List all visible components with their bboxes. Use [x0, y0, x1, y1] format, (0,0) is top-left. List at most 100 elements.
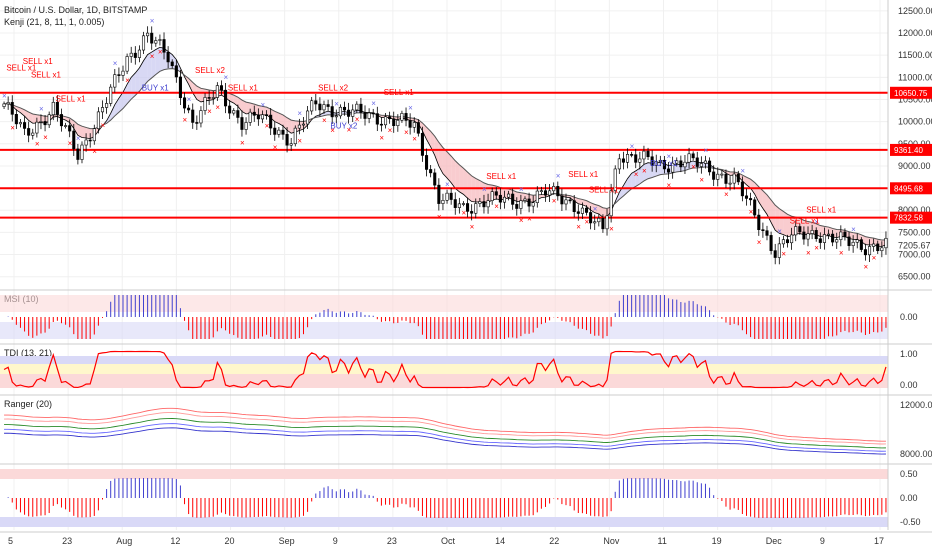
- candle-body: [191, 109, 195, 123]
- candle-body: [507, 193, 511, 198]
- price-tick: 7000.00: [898, 250, 931, 260]
- price-tick: 12000.00: [898, 28, 932, 38]
- sell-mark: ×: [437, 213, 442, 222]
- sell-mark: ×: [576, 223, 581, 232]
- candle-body: [228, 105, 232, 114]
- price-tag-label: 9361.40: [894, 146, 923, 155]
- cloud-segment: [475, 178, 480, 202]
- candle-body: [27, 128, 31, 136]
- time-tick: Sep: [279, 536, 295, 546]
- cloud-segment: [28, 112, 33, 124]
- candle-body: [43, 121, 47, 126]
- panel-tick: 1.00: [900, 349, 918, 359]
- signal-label: SELL x2: [318, 84, 348, 93]
- band-bottom: [0, 517, 888, 527]
- candle-body: [416, 122, 420, 134]
- panel-tick: 8000.00: [900, 449, 932, 459]
- buy-mark: ×: [224, 73, 229, 82]
- signal-marks: ××××××××××××××××× ×××××××××××××××× ×××××××…: [2, 16, 877, 271]
- candle-body: [133, 52, 137, 58]
- candle-body: [219, 85, 223, 91]
- cloud-segment: [151, 49, 156, 78]
- candle-body: [855, 239, 859, 243]
- price-panel[interactable]: ××××××××××××××××× ×××××××××××××××× ×××××××…: [0, 16, 888, 272]
- sell-mark: ×: [749, 208, 754, 217]
- cloud-segment: [110, 104, 115, 121]
- time-tick: 20: [225, 536, 235, 546]
- band-bottom: [0, 374, 888, 388]
- sell-mark: ×: [388, 126, 393, 135]
- candle-body: [100, 107, 105, 113]
- sell-mark: ×: [757, 238, 762, 247]
- time-tick: 14: [495, 536, 505, 546]
- candle-body: [564, 199, 568, 205]
- candle-body: [211, 97, 215, 99]
- candle-body: [224, 89, 228, 107]
- cloud-segment: [192, 82, 197, 100]
- candle-body: [863, 249, 867, 256]
- price-tick: 6500.00: [898, 272, 931, 282]
- candle-body: [560, 195, 564, 205]
- sell-mark: ×: [781, 250, 786, 259]
- buy-mark: ×: [519, 185, 524, 194]
- sell-mark: ×: [10, 123, 15, 132]
- sell-mark: ×: [330, 126, 335, 135]
- price-tag: [890, 143, 932, 156]
- candle-body: [671, 162, 675, 173]
- candle-body: [51, 101, 55, 116]
- cloud-segment: [274, 111, 279, 124]
- candle-body: [314, 100, 318, 105]
- candle-body: [548, 190, 552, 196]
- candle-body: [404, 113, 408, 121]
- candle-body: [626, 154, 630, 163]
- sell-mark: ×: [412, 135, 417, 144]
- sell-mark: ×: [404, 128, 409, 137]
- cloud-segment: [250, 103, 255, 114]
- cloud-segment: [135, 67, 140, 96]
- candle-body: [433, 172, 437, 186]
- cloud-segment: [73, 120, 78, 136]
- candle-body: [375, 113, 379, 125]
- signal-label: SELL x1: [806, 205, 836, 214]
- time-tick: 17: [874, 536, 884, 546]
- price-tick: 10500.00: [898, 94, 932, 104]
- candle-body: [638, 158, 642, 163]
- signal-label: SELL x2: [195, 66, 225, 75]
- candle-body: [322, 104, 326, 111]
- time-tick: 19: [712, 536, 722, 546]
- cloud-segment: [648, 162, 653, 179]
- candle-body: [363, 112, 367, 119]
- candle-body: [396, 119, 400, 127]
- candle-body: [293, 127, 297, 145]
- candle-body: [584, 207, 589, 213]
- candle-body: [478, 201, 482, 204]
- candle-body: [306, 110, 310, 125]
- candle-body: [18, 122, 22, 125]
- cloud-segment: [479, 180, 484, 203]
- cloud-segment: [422, 122, 427, 140]
- sell-mark: ×: [872, 254, 877, 263]
- candle-body: [490, 191, 494, 201]
- titles: Bitcoin / U.S. Dollar, 1D, BITSTAMP Kenj…: [4, 5, 147, 27]
- signal-label: SELL x1: [23, 57, 53, 66]
- candle-body: [162, 39, 166, 53]
- candle-body: [552, 186, 556, 192]
- time-tick: Aug: [116, 536, 132, 546]
- candle-body: [859, 239, 863, 250]
- buy-mark: ×: [593, 205, 598, 214]
- candle-body: [379, 123, 383, 126]
- time-tick: 5: [8, 536, 13, 546]
- cloud-segment: [20, 107, 25, 117]
- candle-body: [494, 191, 498, 196]
- signal-label: BUY x1: [142, 84, 170, 93]
- cloud-segment: [783, 211, 788, 237]
- time-tick: 11: [658, 536, 667, 546]
- candle-body: [330, 106, 334, 118]
- candle-body: [178, 76, 182, 99]
- candle-body: [289, 143, 293, 146]
- candle-body: [318, 103, 322, 111]
- buy-mark: ×: [740, 166, 745, 175]
- candle-body: [367, 112, 371, 119]
- candle-body: [183, 97, 187, 109]
